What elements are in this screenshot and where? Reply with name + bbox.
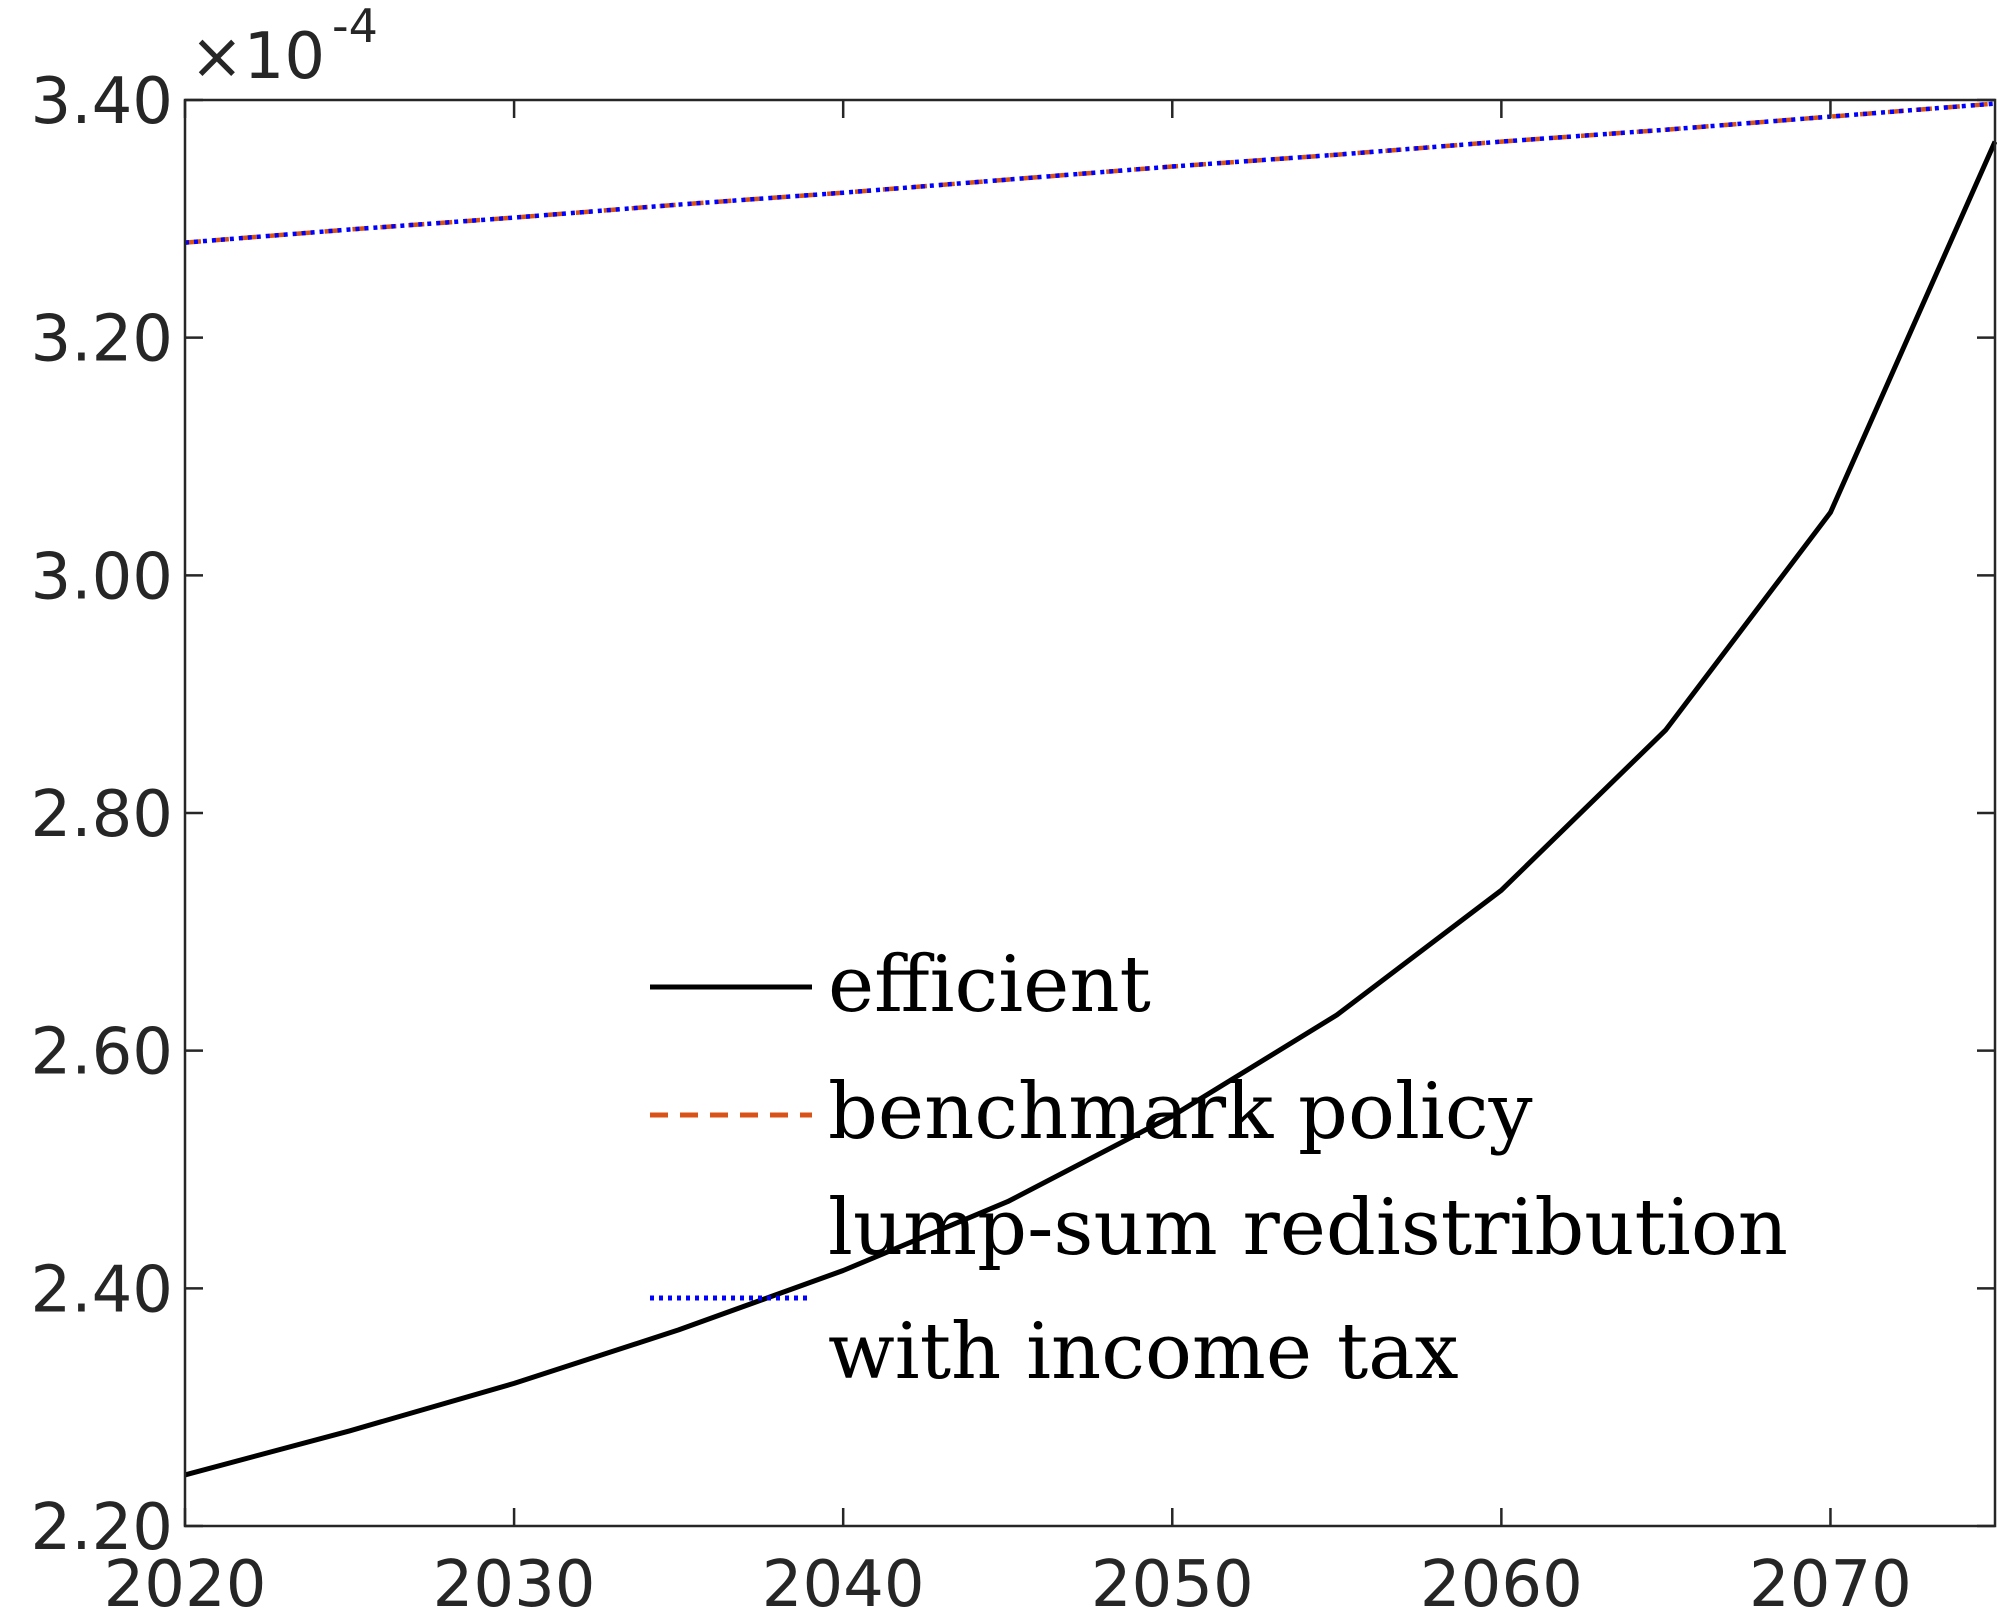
legend-label: with income tax [828,1307,1459,1397]
x-tick-label: 2060 [1420,1548,1583,1622]
x-tick-label: 2070 [1749,1548,1912,1622]
y-exponent-power: -4 [332,0,378,53]
series-line-1 [184,140,1997,1478]
series-layer [184,101,1997,1478]
y-tick-label: 3.40 [31,65,174,139]
y-tick-label: 2.40 [31,1253,174,1327]
legend-label: benchmark policy [828,1067,1533,1157]
x-tick-label: 2030 [433,1548,596,1622]
axes: 2020 2030 2040 2050 2060 2070 2.20 2.40 2.60 2.80… [31,65,1997,1622]
y-tick-label: 2.60 [31,1016,174,1090]
series-line-3 [184,101,1996,245]
y-exponent-base: ×10 [190,20,325,94]
x-tick-label: 2020 [104,1548,267,1622]
x-tick-label: 2040 [762,1548,925,1622]
x-tick-label: 2050 [1091,1548,1254,1622]
y-tick-label: 2.80 [31,778,174,852]
legend: efficient benchmark policy lump-sum redist… [650,940,1788,1397]
y-tick-label: 3.20 [31,303,174,377]
plot-area [185,100,1995,1526]
y-tick-label: 3.00 [31,540,174,614]
y-tick-label: 2.20 [31,1491,174,1565]
legend-label: efficient [828,940,1151,1030]
legend-label: lump-sum redistribution [828,1183,1788,1273]
